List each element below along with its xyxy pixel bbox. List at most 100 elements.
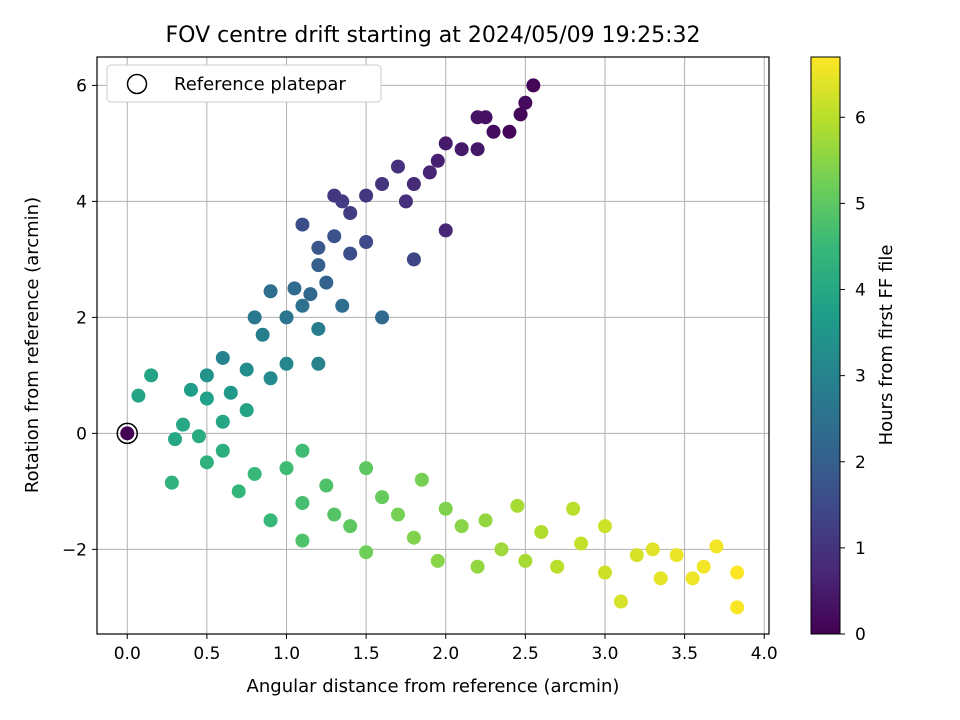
- scatter-point: [406, 530, 421, 545]
- scatter-point: [550, 559, 565, 574]
- scatter-point: [730, 600, 745, 615]
- scatter-point: [730, 565, 745, 580]
- scatter-point: [486, 124, 501, 139]
- scatter-points: [116, 78, 745, 615]
- scatter-point: [215, 443, 230, 458]
- scatter-point: [398, 194, 413, 209]
- scatter-point: [645, 542, 660, 557]
- x-tick-label: 3.5: [671, 644, 698, 664]
- y-tick-label: 6: [76, 76, 87, 96]
- scatter-point: [438, 223, 453, 238]
- reference-point: [120, 426, 135, 441]
- scatter-point: [359, 461, 374, 476]
- x-tick-label: 3.0: [591, 644, 618, 664]
- scatter-point: [239, 403, 254, 418]
- scatter-point: [430, 553, 445, 568]
- scatter-point: [613, 594, 628, 609]
- scatter-point: [438, 136, 453, 151]
- scatter-point: [494, 542, 509, 557]
- scatter-point: [311, 321, 326, 336]
- scatter-point: [311, 356, 326, 371]
- scatter-point: [526, 78, 541, 93]
- colorbar-tick-label: 4: [855, 281, 866, 301]
- scatter-point: [359, 234, 374, 249]
- x-axis-label: Angular distance from reference (arcmin): [247, 676, 620, 697]
- scatter-point: [335, 298, 350, 313]
- scatter-point: [375, 310, 390, 325]
- scatter-point: [390, 507, 405, 522]
- scatter-point: [502, 124, 517, 139]
- colorbar-frame: [810, 56, 841, 635]
- scatter-point: [669, 548, 684, 563]
- scatter-point: [319, 478, 334, 493]
- scatter-point: [247, 466, 262, 481]
- x-tick-label: 1.0: [273, 644, 300, 664]
- scatter-point: [191, 429, 206, 444]
- plot-background: [97, 57, 769, 634]
- scatter-point: [709, 539, 724, 554]
- scatter-point: [295, 495, 310, 510]
- scatter-point: [390, 159, 405, 174]
- scatter-point: [478, 513, 493, 528]
- x-tick-label: 0.5: [193, 644, 220, 664]
- x-tick-label: 4.0: [751, 644, 778, 664]
- scatter-point: [231, 484, 246, 499]
- scatter-point: [215, 350, 230, 365]
- scatter-point: [597, 519, 612, 534]
- scatter-point: [263, 513, 278, 528]
- scatter-point: [199, 391, 214, 406]
- scatter-point: [406, 252, 421, 267]
- colorbar-ticks: 0 1 2 3 4 5 6: [840, 108, 866, 645]
- reference-ring: [116, 422, 139, 445]
- scatter-point: [199, 368, 214, 383]
- y-tick-label: 4: [76, 192, 87, 212]
- scatter-point: [470, 142, 485, 157]
- scatter-point: [375, 176, 390, 191]
- scatter-point: [359, 188, 374, 203]
- scatter-point: [311, 240, 326, 255]
- scatter-point: [422, 165, 437, 180]
- scatter-point: [343, 519, 358, 534]
- legend: Reference platepar: [106, 64, 382, 103]
- scatter-point: [279, 310, 294, 325]
- scatter-point: [131, 388, 146, 403]
- scatter-point: [518, 95, 533, 110]
- scatter-point: [168, 432, 183, 447]
- x-tick-label: 2.5: [512, 644, 539, 664]
- scatter-point: [574, 536, 589, 551]
- plot-area: 0.0 0.5 1.0 1.5 2.0 2.5 3.0 3.5 4.0 −2 0 2 4 6: [62, 56, 778, 664]
- x-tick-label: 0.0: [114, 644, 141, 664]
- legend-box: [106, 64, 382, 103]
- scatter-point: [279, 356, 294, 371]
- scatter-point: [343, 246, 358, 261]
- scatter-point: [279, 461, 294, 476]
- scatter-point: [199, 455, 214, 470]
- colorbar-gradient: [811, 57, 840, 634]
- colorbar-tick-label: 2: [855, 453, 866, 473]
- scatter-point: [597, 565, 612, 580]
- scatter-point: [255, 327, 270, 342]
- colorbar: 0 1 2 3 4 5 6 Hours from first FF file: [810, 56, 897, 645]
- colorbar-tick-label: 0: [855, 625, 866, 645]
- legend-marker: [126, 73, 148, 95]
- scatter-point: [343, 205, 358, 220]
- scatter-point: [685, 571, 700, 586]
- scatter-point: [566, 501, 581, 516]
- scatter-point: [513, 107, 528, 122]
- scatter-point: [470, 559, 485, 574]
- x-axis-ticks: 0.0 0.5 1.0 1.5 2.0 2.5 3.0 3.5 4.0: [114, 634, 778, 664]
- y-axis-label: Rotation from reference (arcmin): [22, 197, 43, 493]
- scatter-point: [518, 553, 533, 568]
- scatter-point: [327, 507, 342, 522]
- scatter-point: [247, 310, 262, 325]
- scatter-point: [263, 371, 278, 386]
- scatter-point: [144, 368, 159, 383]
- scatter-point: [696, 559, 711, 574]
- scatter-point: [327, 229, 342, 244]
- colorbar-tick-label: 5: [855, 194, 866, 214]
- scatter-point: [430, 153, 445, 168]
- x-tick-label: 1.5: [353, 644, 380, 664]
- scatter-point: [311, 258, 326, 273]
- colorbar-tick-label: 3: [855, 367, 866, 387]
